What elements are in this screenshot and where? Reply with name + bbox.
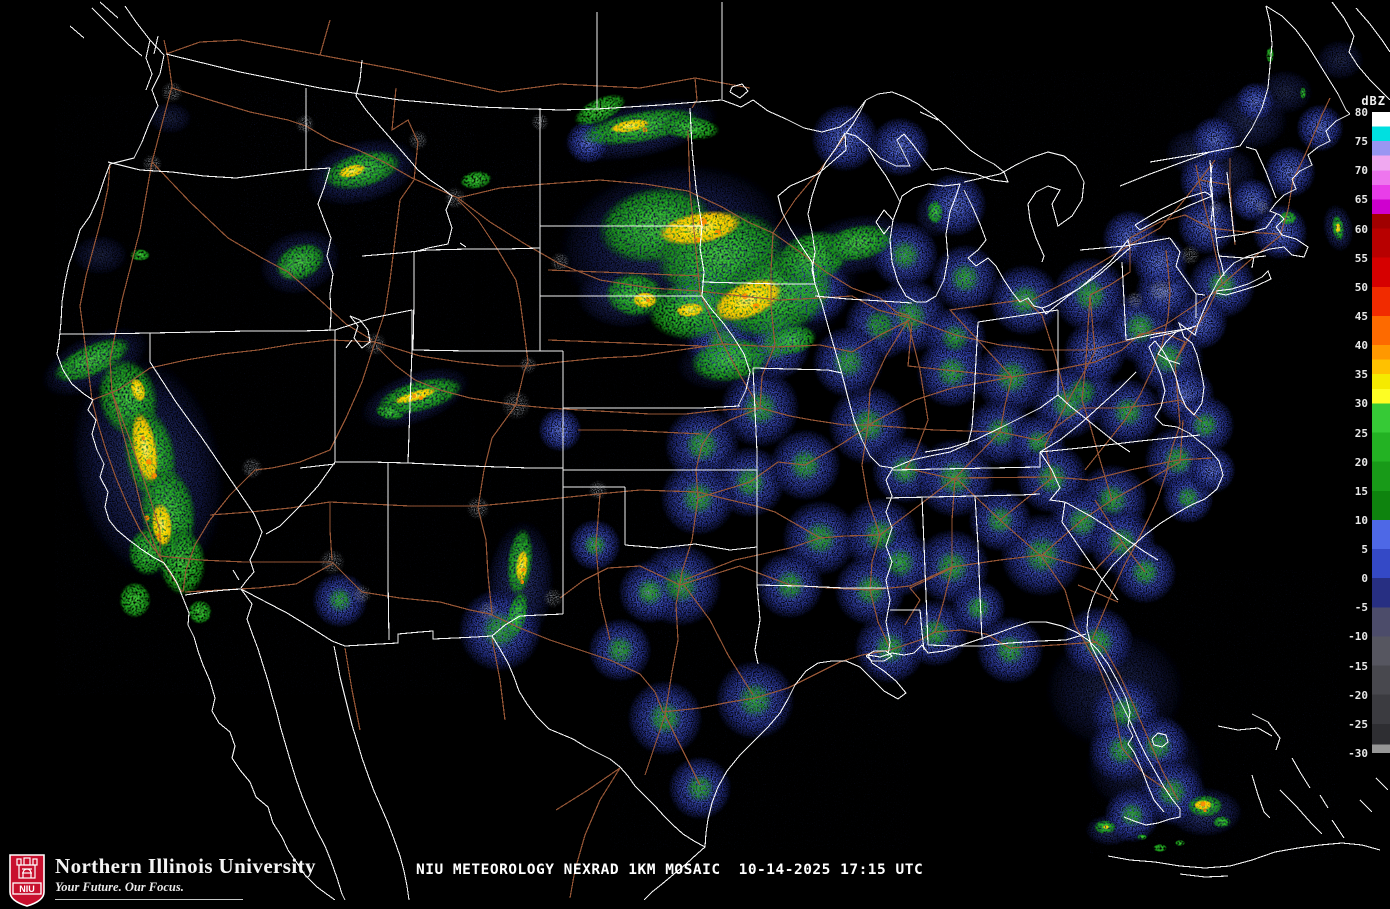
- northeast-canada-border: [1119, 5, 1351, 187]
- colorbar-tick: 15: [1354, 484, 1368, 498]
- lake-superior: [845, 91, 1009, 183]
- colorbar-tick: -20: [1348, 688, 1368, 702]
- colorbar-tick: 40: [1354, 339, 1368, 353]
- salton-sea: [232, 569, 240, 581]
- niu-shield-icon: NIU: [9, 854, 45, 907]
- colorbar-tick: 70: [1354, 164, 1368, 178]
- colorbar-tick: 45: [1354, 309, 1368, 323]
- niu-logo: NIU Northern Illinois University Your Fu…: [8, 853, 316, 909]
- lake-erie: [1041, 238, 1131, 315]
- caption-timestamp: 10-14-2025 17:15 UTC: [738, 862, 924, 878]
- colorbar-tick: -10: [1348, 630, 1368, 644]
- vancouver-island: [69, 1, 143, 57]
- lake-okeechobee: [1151, 732, 1169, 748]
- colorbar-tick: 5: [1361, 543, 1368, 557]
- state-borders-plains: [540, 107, 1087, 665]
- colorbar-tick: 80: [1354, 106, 1368, 119]
- colorbar-tick: 25: [1354, 426, 1368, 440]
- colorbar-tick: -5: [1354, 601, 1368, 615]
- great-salt-lake: [345, 315, 371, 349]
- map-borders: [56, 1, 1390, 900]
- caption: NIU METEOROLOGY NEXRAD 1KM MOSAIC 10-14-2…: [416, 862, 923, 878]
- university-name: Northern Illinois University: [55, 854, 316, 878]
- nova-scotia-coast: [1331, 1, 1390, 101]
- colorbar-tick: 65: [1354, 193, 1368, 207]
- colorbar-unit-label: dBZ: [1361, 94, 1386, 108]
- colorbar-tick: 10: [1354, 513, 1368, 527]
- highway-network: [79, 19, 1331, 899]
- colorbar-tick: -15: [1348, 659, 1368, 673]
- colorbar-tick: 0: [1361, 572, 1368, 586]
- lake-huron: [963, 151, 1085, 309]
- long-island: [1215, 270, 1272, 296]
- yellowstone-lake: [459, 242, 467, 248]
- colorbar-tick: -30: [1348, 747, 1368, 760]
- puget-sound-detail: [145, 35, 159, 91]
- lake-pontchartrain: [865, 650, 893, 662]
- colorbar-tick: 60: [1354, 222, 1368, 236]
- state-borders-west: [60, 59, 758, 641]
- gulf-of-california: [246, 603, 410, 900]
- university-tagline: Your Future. Our Focus.: [55, 880, 184, 894]
- bahamas: [1217, 713, 1389, 839]
- lake-michigan: [875, 183, 961, 303]
- state-borders-east: [1039, 146, 1277, 601]
- colorbar-tick: 55: [1354, 251, 1368, 265]
- pacific-coastline: [56, 5, 336, 900]
- cuba-coast: [1107, 842, 1381, 878]
- colorbar-tick: 35: [1354, 368, 1368, 382]
- canada-border: [165, 2, 867, 133]
- caption-title: NIU METEOROLOGY NEXRAD 1KM MOSAIC: [416, 862, 721, 878]
- colorbar-tick: -25: [1348, 717, 1368, 731]
- niu-shield-text: NIU: [19, 884, 35, 894]
- colorbar-tick: 75: [1354, 135, 1368, 149]
- mexico-border: [184, 588, 706, 848]
- colorbar-bar: [1372, 112, 1390, 753]
- colorbar-tick: 20: [1354, 455, 1368, 469]
- colorbar-tick: 30: [1354, 397, 1368, 411]
- colorbar-tick: 50: [1354, 280, 1368, 294]
